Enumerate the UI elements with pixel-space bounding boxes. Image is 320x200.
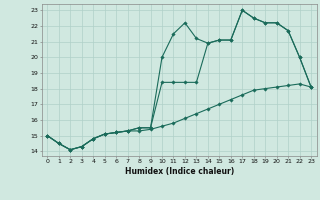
X-axis label: Humidex (Indice chaleur): Humidex (Indice chaleur) [124, 167, 234, 176]
